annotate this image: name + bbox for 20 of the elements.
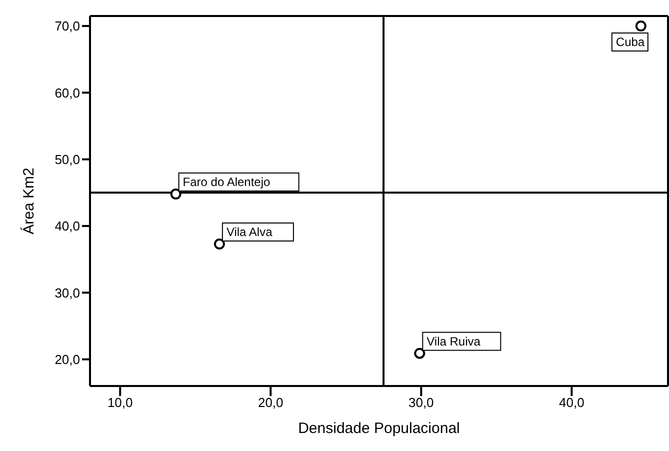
y-tick-label: 50,0 [54,152,80,167]
x-tick-label: 20,0 [258,395,284,410]
annotation: Vila Ruiva [426,334,481,348]
point [635,20,646,32]
point [414,348,426,359]
point [214,238,225,250]
y-tick-label: 70,0 [54,18,80,34]
point [170,188,182,200]
x-axis-title: Densidade Populacional [298,420,460,437]
y-axis-title: Área Km2 [19,168,38,234]
y-tick-label: 60,0 [54,85,80,100]
annotation: Faro do Alentejo [182,175,271,189]
annotation: Cuba [616,35,645,49]
x-tick-label: 40,0 [559,395,584,410]
x-tick-label: 10,0 [107,395,133,410]
y-tick-label: 40,0 [54,218,80,234]
annotation: Vila Alva [226,225,273,239]
y-tick-label: 30,0 [54,285,80,300]
x-tick-label: 30,0 [408,395,434,410]
y-tick-label: 20,0 [54,352,80,367]
